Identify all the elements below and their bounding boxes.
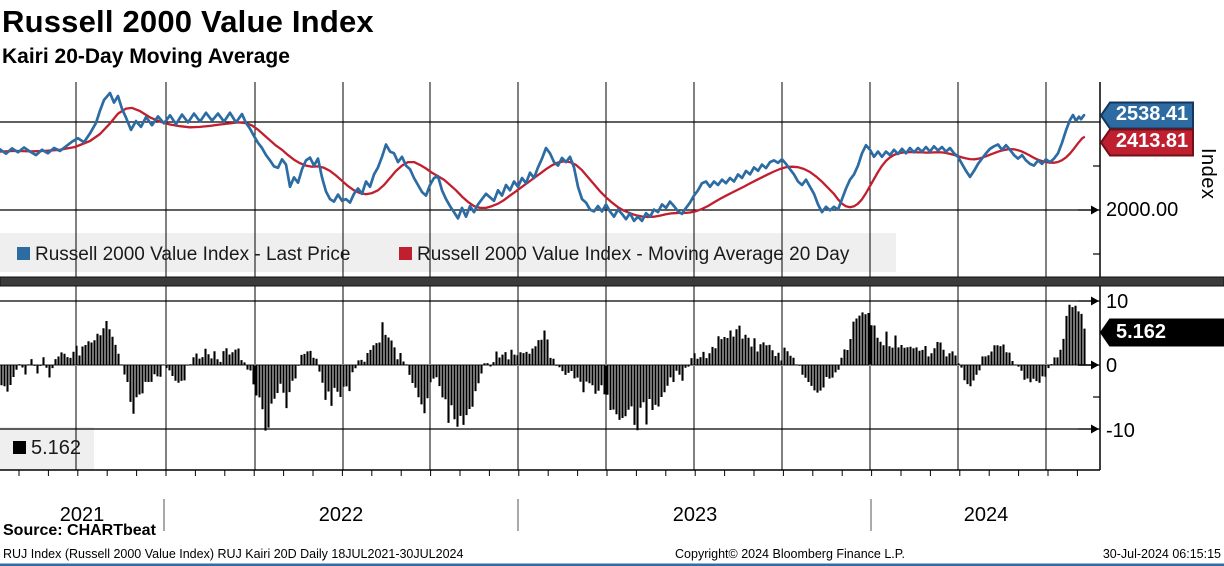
copyright-note: Copyright© 2024 Bloomberg Finance L.P. [675, 547, 905, 561]
xtick-2024: 2024 [963, 504, 1009, 526]
xtick-2021: 2021 [59, 504, 105, 526]
legend-label-last-price: Russell 2000 Value Index - Last Price [35, 244, 351, 265]
timestamp: 30-Jul-2024 06:15:15 [1102, 547, 1221, 561]
y-axis-title-index: Index [1197, 148, 1219, 200]
chart-description: RUJ Index (Russell 2000 Value Index) RUJ… [3, 547, 464, 561]
legend-swatch-moving-average [399, 247, 412, 260]
legend-swatch-kairi [13, 441, 26, 454]
ytick-minus10: -10 [1106, 420, 1135, 442]
source-note: Source: CHARTbeat [3, 522, 156, 539]
xtick-2022: 2022 [318, 504, 364, 526]
legend-swatch-last-price [17, 247, 30, 260]
page-title: Russell 2000 Value Index [2, 4, 374, 39]
legend-label-kairi: 5.162 [31, 437, 82, 459]
kairi-value-tag: 5.162 [1116, 321, 1167, 343]
page-subtitle: Kairi 20-Day Moving Average [2, 45, 290, 68]
ytick-plus10: 10 [1106, 291, 1129, 313]
moving-average-tag: 2413.81 [1115, 130, 1189, 152]
legend-label-moving-average: Russell 2000 Value Index - Moving Averag… [417, 244, 850, 265]
ytick-2000: 2000.00 [1106, 199, 1179, 221]
xtick-2023: 2023 [672, 504, 718, 526]
ytick-zero: 0 [1106, 355, 1118, 377]
last-price-tag: 2538.41 [1115, 103, 1189, 125]
